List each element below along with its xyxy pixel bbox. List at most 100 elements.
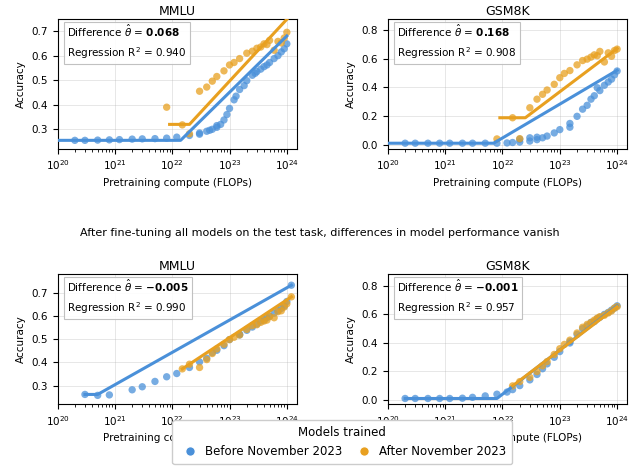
X-axis label: Pretraining compute (FLOPs): Pretraining compute (FLOPs) (433, 433, 582, 443)
Point (259, 316, 269, 324)
Text: Difference $\hat{\theta}$ = $\mathbf{0.168}$
Regression R$^2$ = 0.908: Difference $\hat{\theta}$ = $\mathbf{0.1… (397, 23, 516, 61)
Point (410, 140, 420, 147)
Point (184, 360, 195, 368)
Point (400, 140, 410, 147)
Point (532, 95, 542, 103)
Point (282, 29, 292, 36)
Point (234, 331, 244, 339)
Point (161, 134, 172, 142)
Point (559, 341, 570, 348)
Point (586, 319, 596, 326)
Point (229, 334, 239, 341)
Point (212, 345, 222, 352)
Point (480, 140, 490, 147)
Point (202, 127, 212, 135)
Point (577, 105, 588, 113)
Point (229, 96, 239, 103)
Point (212, 124, 222, 131)
Point (607, 307, 617, 315)
Point (70, 137, 80, 144)
Point (242, 327, 252, 334)
Point (212, 122, 222, 129)
Point (515, 382, 525, 389)
Point (599, 58, 609, 66)
Point (607, 53, 617, 60)
Point (603, 309, 613, 316)
Point (273, 38, 283, 45)
Point (269, 47, 279, 54)
Point (515, 135, 525, 143)
Point (542, 358, 552, 365)
Point (276, 39, 287, 47)
Point (559, 70, 570, 77)
Title: MMLU: MMLU (159, 5, 196, 18)
Point (612, 303, 622, 310)
X-axis label: Pretraining compute (FLOPs): Pretraining compute (FLOPs) (103, 178, 252, 188)
Point (177, 365, 188, 373)
Point (104, 391, 115, 399)
Point (231, 93, 241, 100)
Point (582, 322, 592, 329)
Point (202, 354, 212, 362)
Point (80, 391, 90, 398)
Point (435, 140, 445, 147)
X-axis label: Pretraining compute (FLOPs): Pretraining compute (FLOPs) (433, 178, 582, 188)
Text: Difference $\hat{\theta}$ = $\mathbf{−0.005}$
Regression R$^2$ = 0.990: Difference $\hat{\theta}$ = $\mathbf{−0.… (67, 278, 189, 316)
Point (172, 133, 182, 141)
Point (115, 136, 125, 143)
Point (564, 67, 575, 74)
Point (225, 336, 235, 344)
Point (234, 331, 244, 339)
Point (225, 105, 235, 112)
Point (577, 57, 588, 64)
Point (252, 320, 262, 328)
Point (252, 68, 262, 75)
Point (282, 40, 292, 47)
Point (515, 135, 525, 142)
Point (458, 140, 468, 147)
Point (273, 52, 283, 59)
Point (161, 103, 172, 111)
Point (549, 129, 559, 137)
Point (572, 113, 582, 120)
Point (592, 52, 602, 60)
Point (273, 308, 283, 315)
Point (508, 114, 518, 122)
Point (555, 126, 565, 133)
Point (264, 37, 275, 44)
Point (445, 140, 455, 147)
Point (202, 356, 212, 363)
Point (572, 331, 582, 338)
Point (589, 318, 600, 325)
Point (555, 74, 565, 81)
Point (609, 71, 620, 78)
Point (542, 360, 552, 368)
Point (195, 131, 205, 138)
Y-axis label: Accuracy: Accuracy (346, 315, 356, 363)
Point (250, 70, 260, 77)
Point (184, 132, 195, 139)
Point (607, 75, 617, 83)
Point (599, 81, 609, 89)
Point (255, 317, 266, 325)
Point (508, 386, 518, 393)
Point (515, 138, 525, 146)
Point (586, 95, 596, 103)
Point (612, 46, 622, 53)
Point (532, 371, 542, 378)
Point (279, 303, 289, 311)
X-axis label: Pretraining compute (FLOPs): Pretraining compute (FLOPs) (103, 433, 252, 443)
Y-axis label: Accuracy: Accuracy (16, 315, 26, 363)
Point (264, 59, 275, 66)
Point (207, 78, 218, 85)
Point (592, 314, 602, 322)
Point (423, 395, 433, 402)
Point (612, 302, 622, 310)
Point (445, 395, 455, 402)
Point (603, 78, 613, 86)
Point (508, 382, 518, 390)
Point (161, 373, 172, 381)
Point (127, 135, 138, 143)
Point (400, 395, 410, 402)
Point (279, 45, 289, 53)
